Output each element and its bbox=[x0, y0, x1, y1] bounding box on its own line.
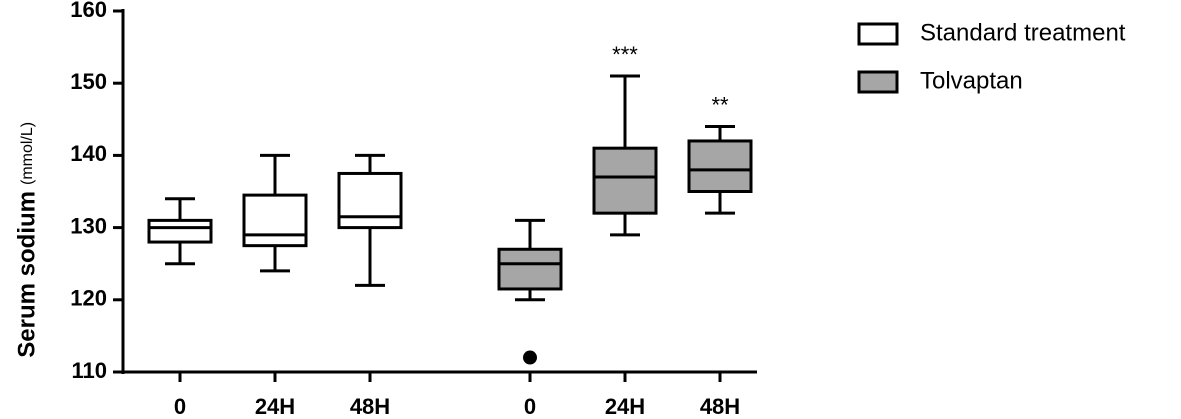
x-tick-label: 24H bbox=[255, 394, 295, 419]
y-tick-label: 110 bbox=[72, 358, 108, 383]
box bbox=[497, 247, 563, 291]
x-tick-label: 48H bbox=[350, 394, 390, 419]
y-tick-label: 160 bbox=[70, 0, 107, 22]
box bbox=[147, 218, 213, 244]
outlier bbox=[523, 350, 537, 365]
y-tick-label: 140 bbox=[70, 141, 107, 166]
box bbox=[687, 139, 753, 194]
significance: ** bbox=[711, 92, 729, 117]
box bbox=[242, 193, 308, 248]
y-axis-label: Serum sodium bbox=[13, 191, 40, 358]
y-tick-label: 130 bbox=[70, 213, 107, 238]
legend-swatch bbox=[857, 70, 899, 94]
x-tick-label: 48H bbox=[700, 394, 740, 419]
x-tick-label: 0 bbox=[524, 394, 536, 419]
y-tick-label: 120 bbox=[70, 286, 107, 311]
x-tick-label: 24H bbox=[605, 394, 645, 419]
legend-label: Standard treatment bbox=[920, 19, 1126, 46]
box bbox=[592, 146, 658, 215]
y-tick-label: 150 bbox=[70, 69, 107, 94]
x-tick-label: 0 bbox=[174, 394, 186, 419]
legend-swatch bbox=[857, 22, 899, 46]
legend-label: Tolvaptan bbox=[920, 67, 1023, 94]
y-axis-unit: (mmol/L) bbox=[19, 122, 36, 185]
box bbox=[337, 171, 403, 230]
significance: *** bbox=[612, 42, 638, 67]
